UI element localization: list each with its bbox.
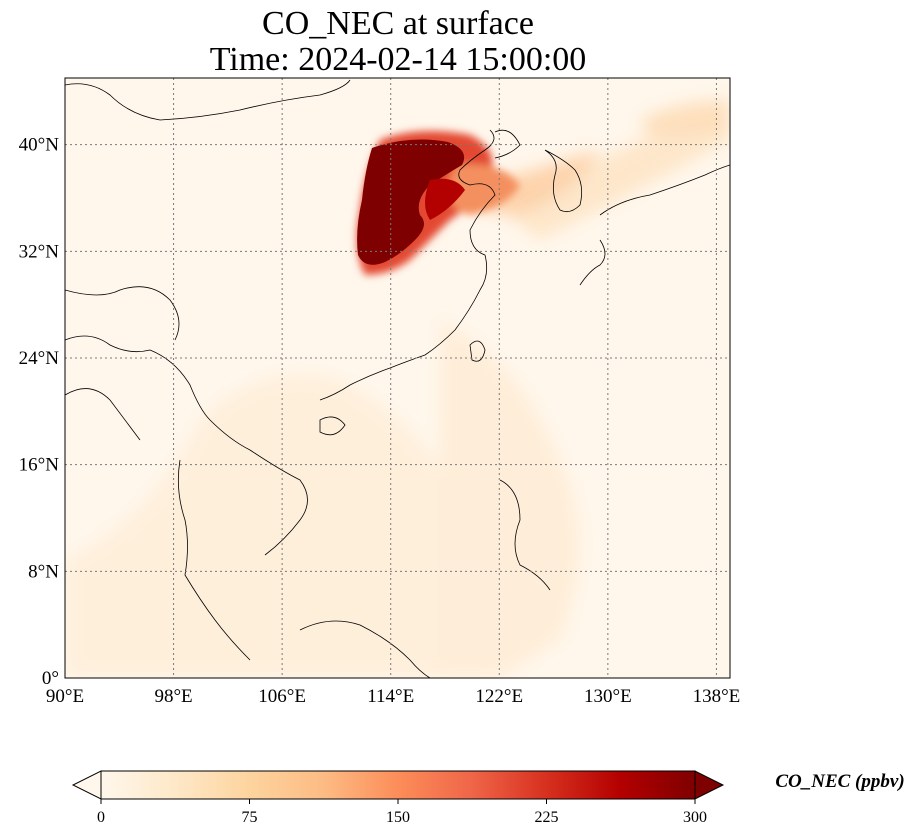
map-title-line-2: Time: 2024-02-14 15:00:00 <box>209 41 587 78</box>
map-frame <box>64 77 731 679</box>
x-tick-label: 122°E <box>475 686 523 707</box>
colorbar-tick-label: 300 <box>683 809 707 826</box>
x-tick-label: 106°E <box>258 686 306 707</box>
colorbar-gradient <box>101 771 695 799</box>
colorbar-tick-label: 0 <box>97 809 105 826</box>
map-title-line-1: CO_NEC at surface <box>262 5 534 42</box>
gridlines <box>65 78 730 678</box>
x-tick-label: 90°E <box>46 686 84 707</box>
x-tick-label: 130°E <box>584 686 632 707</box>
colorbar-tick-label: 225 <box>535 809 559 826</box>
colorbar-tick-label: 75 <box>242 809 258 826</box>
x-tick-label: 98°E <box>154 686 192 707</box>
x-tick-label: 114°E <box>367 686 414 707</box>
coastlines <box>65 79 730 678</box>
colorbar-upper-extend <box>694 770 725 800</box>
colorbar-tick-label: 150 <box>386 809 410 826</box>
x-tick-label: 138°E <box>693 686 741 707</box>
colorbar-ticks: 0 75 150 225 300 <box>97 799 707 826</box>
colorbar-label: CO_NEC (ppbv) <box>775 771 904 792</box>
y-tick-label: 24°N <box>19 348 60 369</box>
x-tick-labels: 90°E 98°E 106°E 114°E 122°E 130°E 138°E <box>46 686 740 707</box>
y-tick-label: 0° <box>42 668 59 689</box>
y-tick-label: 40°N <box>19 135 60 156</box>
y-tick-label: 16°N <box>19 455 60 476</box>
colorbar-lower-extend <box>71 770 102 800</box>
y-tick-label: 8°N <box>28 561 59 582</box>
colorbar: 0 75 150 225 300 CO_NEC (ppbv) <box>71 770 905 826</box>
y-tick-label: 32°N <box>19 241 60 262</box>
y-tick-labels: 0° 8°N 16°N 24°N 32°N 40°N <box>19 135 60 689</box>
